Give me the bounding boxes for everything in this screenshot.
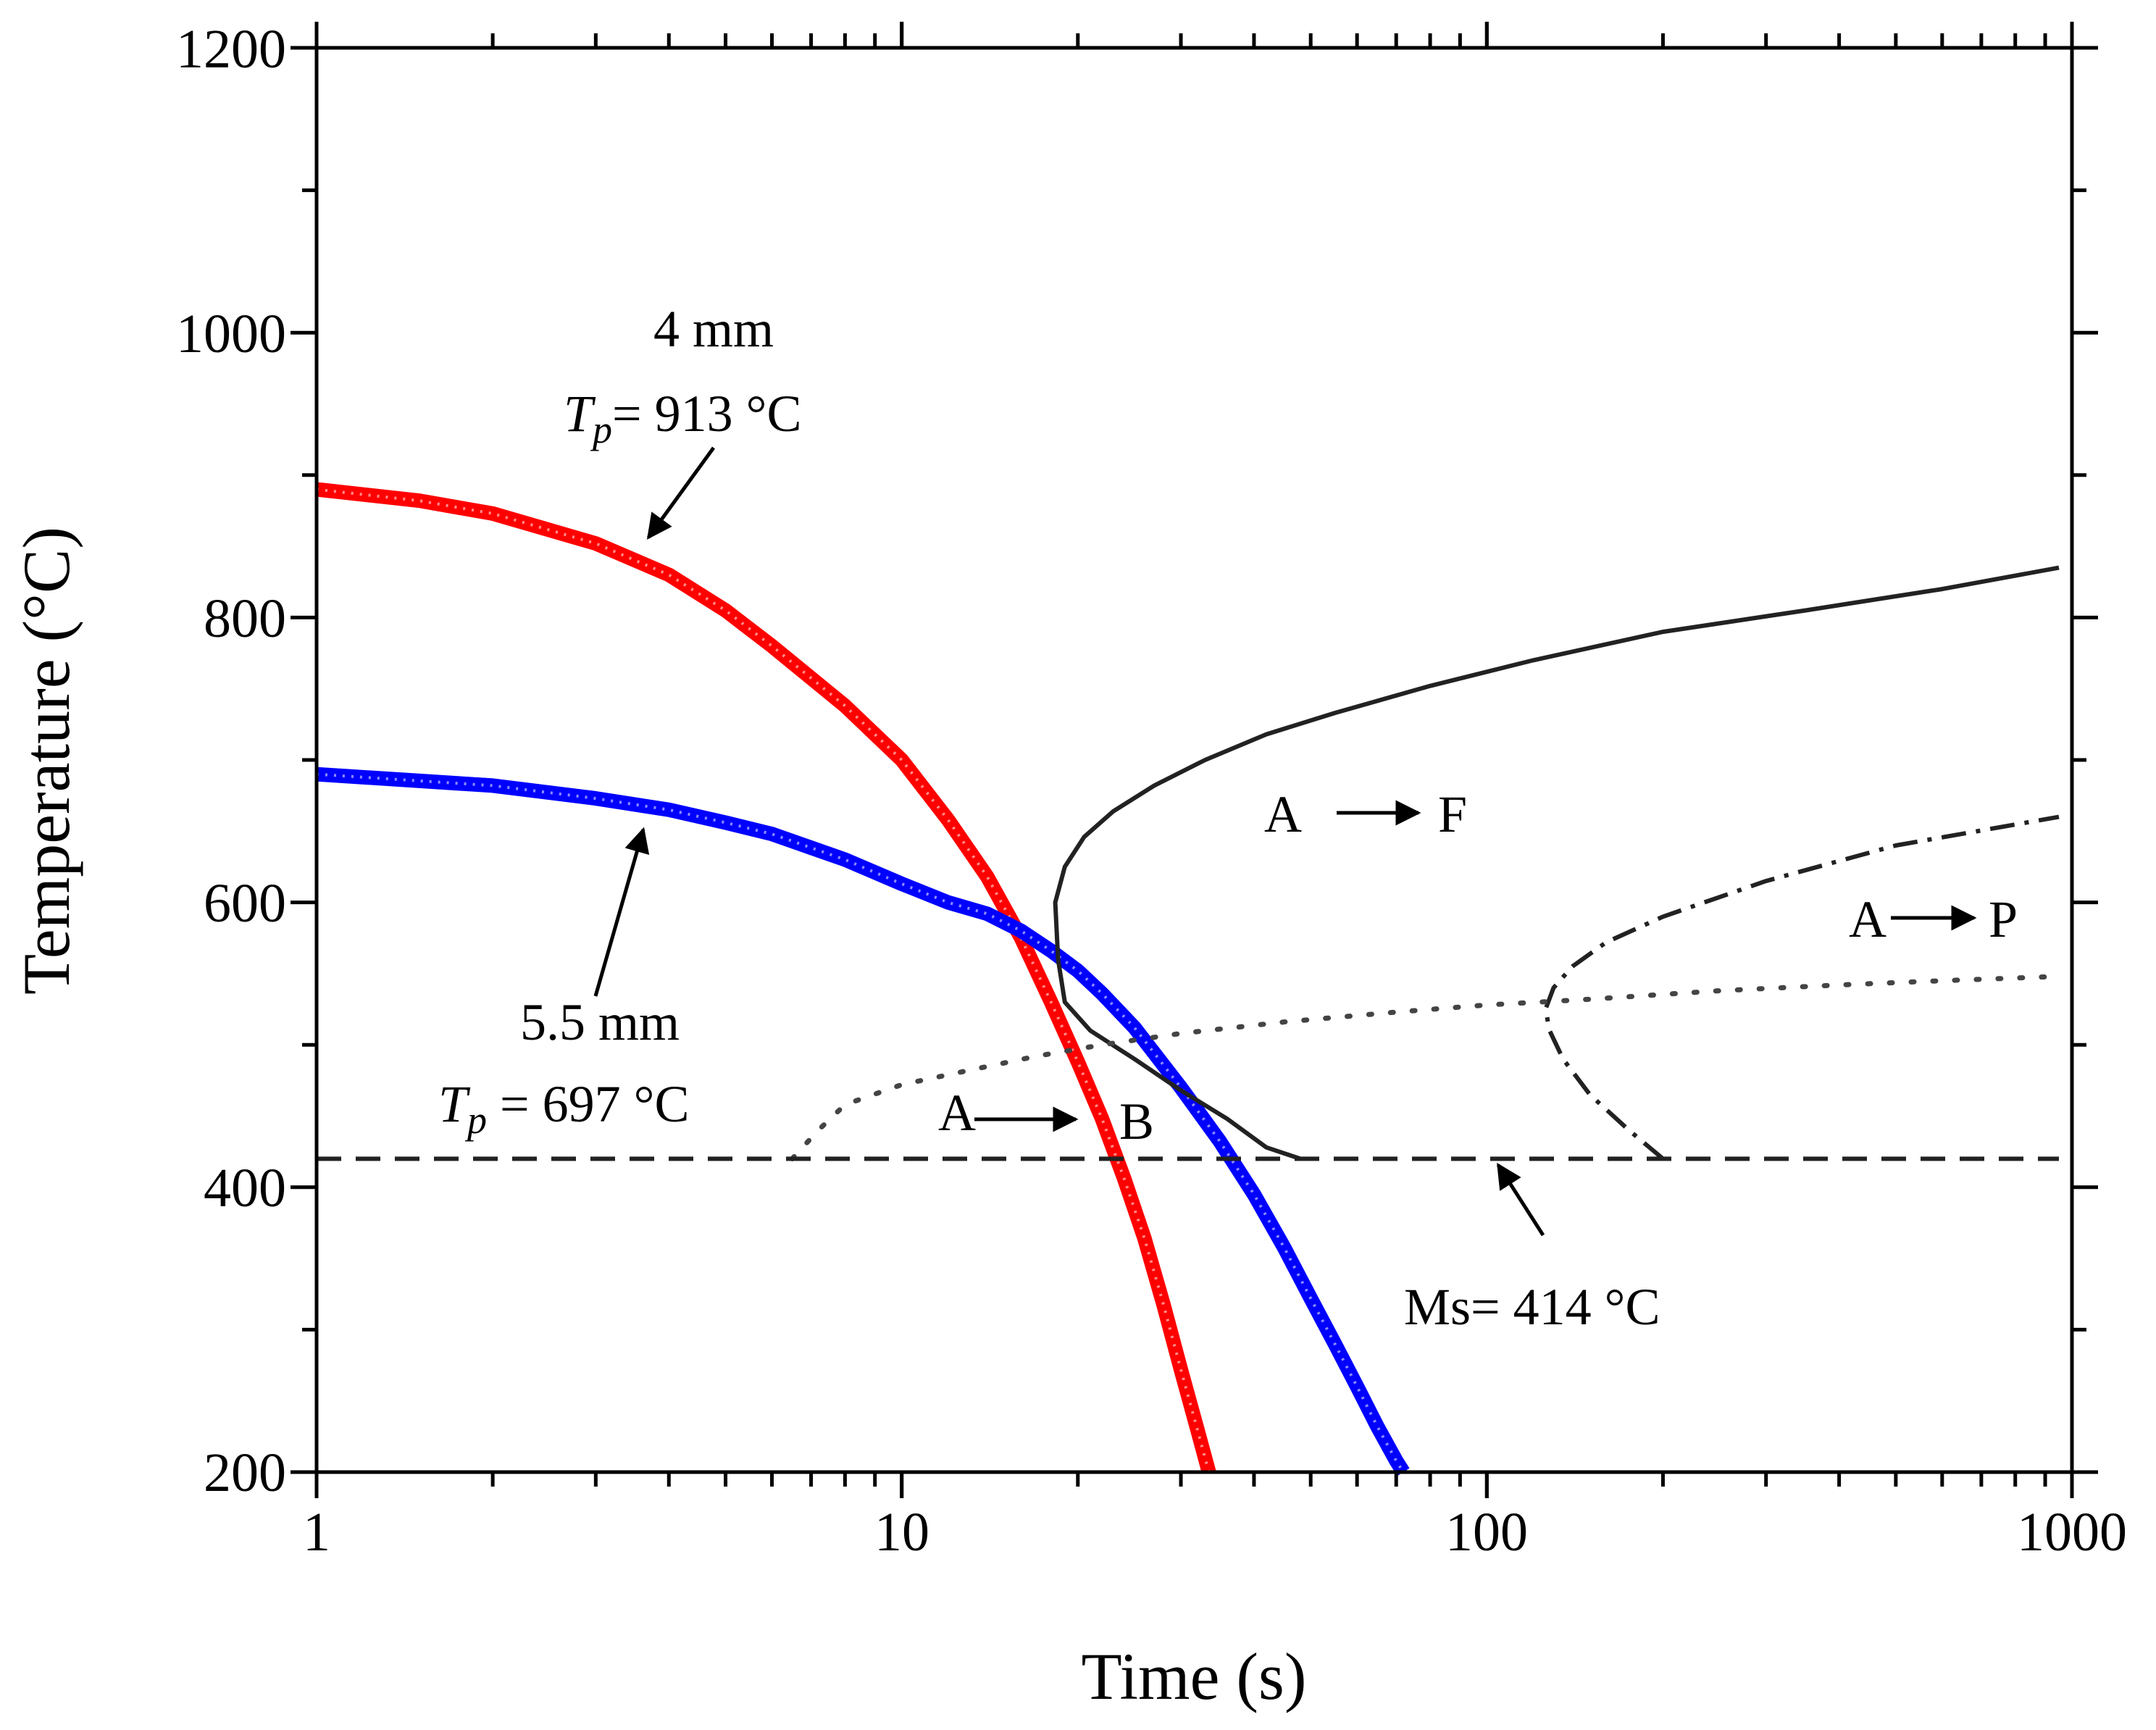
y-tick-label: 1200	[176, 19, 286, 80]
annot-ab-b: B	[1119, 1092, 1154, 1150]
series-layer	[315, 482, 2062, 1476]
tp-symbol: T	[564, 385, 596, 443]
y-tick-label: 200	[204, 1442, 286, 1503]
tick-layer	[291, 22, 2098, 1498]
x-tick-label: 100	[1445, 1502, 1528, 1563]
annot-ms-label: Ms= 414 °C	[1404, 1278, 1660, 1336]
x-axis-title: Time (s)	[1082, 1639, 1307, 1713]
annot-ap-p: P	[1989, 890, 2018, 948]
series-line-2	[1053, 565, 2060, 1161]
tp-symbol: T	[438, 1075, 471, 1133]
y-tick-label: 1000	[176, 304, 286, 364]
y-tick-label: 400	[204, 1158, 286, 1219]
series-line-3	[1543, 814, 2060, 1161]
x-tick-label: 10	[874, 1502, 929, 1563]
annot-ms-arrow	[1496, 1163, 1545, 1237]
series-marker-overlay-1	[316, 772, 1405, 1474]
x-tick-label: 1	[303, 1502, 330, 1563]
annot-4mm-tp: Tp= 913 °C	[564, 385, 801, 451]
tp-value: = 913 °C	[612, 385, 801, 443]
annot-af-f: F	[1438, 785, 1467, 843]
y-tick-labels: 200 400 600 800 1000 1200	[176, 19, 286, 1503]
tp-value: = 697 °C	[487, 1075, 689, 1133]
annot-ap-a: A	[1849, 890, 1886, 948]
x-tick-labels: 1 10 100 1000	[303, 1502, 2127, 1563]
annot-4mm-arrow	[646, 446, 716, 540]
plot-frame	[314, 46, 2074, 1474]
y-tick-label: 800	[204, 588, 286, 649]
tp-subscript: p	[590, 408, 612, 451]
annot-ab-a: A	[938, 1084, 976, 1142]
tp-subscript: p	[464, 1098, 487, 1142]
y-axis-title: Temperature (°C)	[9, 527, 83, 995]
series-line-4	[790, 974, 2062, 1161]
y-tick-label: 600	[204, 873, 286, 934]
annot-55mm-size: 5.5 mm	[520, 993, 680, 1051]
x-tick-label: 1000	[2017, 1502, 2127, 1563]
annot-af-a: A	[1264, 785, 1302, 843]
annot-55mm-arrow	[593, 827, 650, 997]
annot-4mm-size: 4 mm	[653, 300, 774, 358]
annot-55mm-tp: Tp = 697 °C	[438, 1075, 689, 1142]
series-line-0	[315, 482, 1216, 1474]
